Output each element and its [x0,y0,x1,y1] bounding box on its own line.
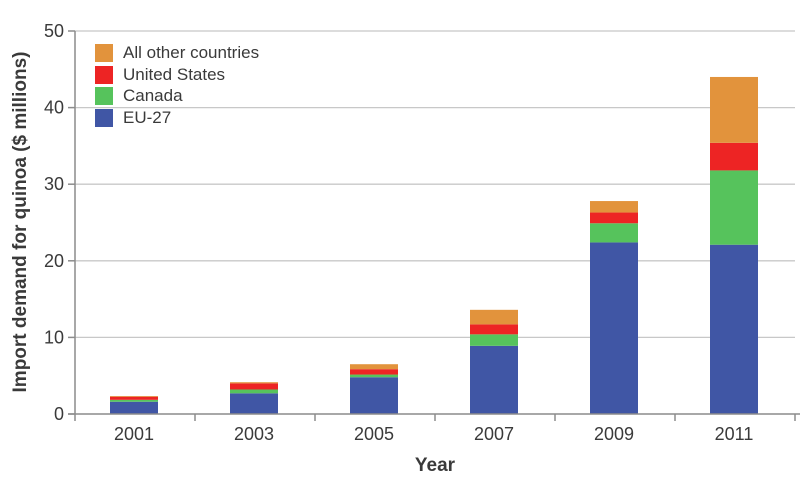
legend-item-eu-27: EU-27 [95,107,259,129]
x-tick-label-2007: 2007 [474,424,514,444]
bar-2009-united-states [590,212,638,224]
bar-2011-canada [710,170,758,245]
bar-2005-united-states [350,369,398,375]
x-tick-label-2001: 2001 [114,424,154,444]
bar-2001-all-other-countries [110,395,158,397]
bar-2009-eu-27 [590,242,638,414]
bar-2003-canada [230,389,278,394]
x-tick-label-2011: 2011 [715,424,754,444]
x-tick-label-2003: 2003 [234,424,274,444]
bar-2001-canada [110,399,158,402]
bar-2011-all-other-countries [710,76,758,143]
y-tick-label-50: 50 [44,21,64,41]
bar-2011-united-states [710,142,758,171]
legend-label-all-other-countries: All other countries [123,42,260,62]
x-tick-label-2005: 2005 [354,424,394,444]
bar-2003-united-states [230,383,278,390]
legend-swatch-all-other-countries [95,43,113,62]
bar-2011-eu-27 [710,244,758,414]
legend-item-canada: Canada [95,85,259,107]
x-axis-title: Year [414,455,456,476]
y-tick-label-20: 20 [44,251,64,271]
y-tick-label-30: 30 [44,174,64,194]
y-tick-label-40: 40 [44,98,64,118]
legend-label-eu-27: EU-27 [123,107,172,127]
y-axis-title: Import demand for quinoa ($ millions) [10,51,31,393]
bar-2007-canada [470,334,518,346]
legend-label-united-states: United States [123,64,226,84]
bar-2003-all-other-countries [230,382,278,384]
bar-2001-eu-27 [110,401,158,414]
bar-2007-all-other-countries [470,309,518,325]
bar-2005-canada [350,374,398,378]
legend-swatch-united-states [95,65,113,84]
legend-swatch-eu-27 [95,108,113,127]
y-tick-label-0: 0 [54,404,64,424]
y-tick-label-10: 10 [44,327,64,347]
bar-2001-united-states [110,396,158,400]
bar-2007-united-states [470,324,518,335]
legend-item-all-other-countries: All other countries [95,42,259,64]
bar-2003-eu-27 [230,393,278,414]
bar-2005-eu-27 [350,377,398,414]
bar-2007-eu-27 [470,345,518,414]
bar-2009-canada [590,223,638,243]
x-tick-label-2009: 2009 [594,424,634,444]
bar-2009-all-other-countries [590,201,638,213]
legend: All other countries United States Canada… [95,42,259,129]
legend-label-canada: Canada [123,86,183,106]
legend-item-united-states: United States [95,64,259,86]
bar-2005-all-other-countries [350,364,398,370]
legend-swatch-canada [95,87,113,106]
